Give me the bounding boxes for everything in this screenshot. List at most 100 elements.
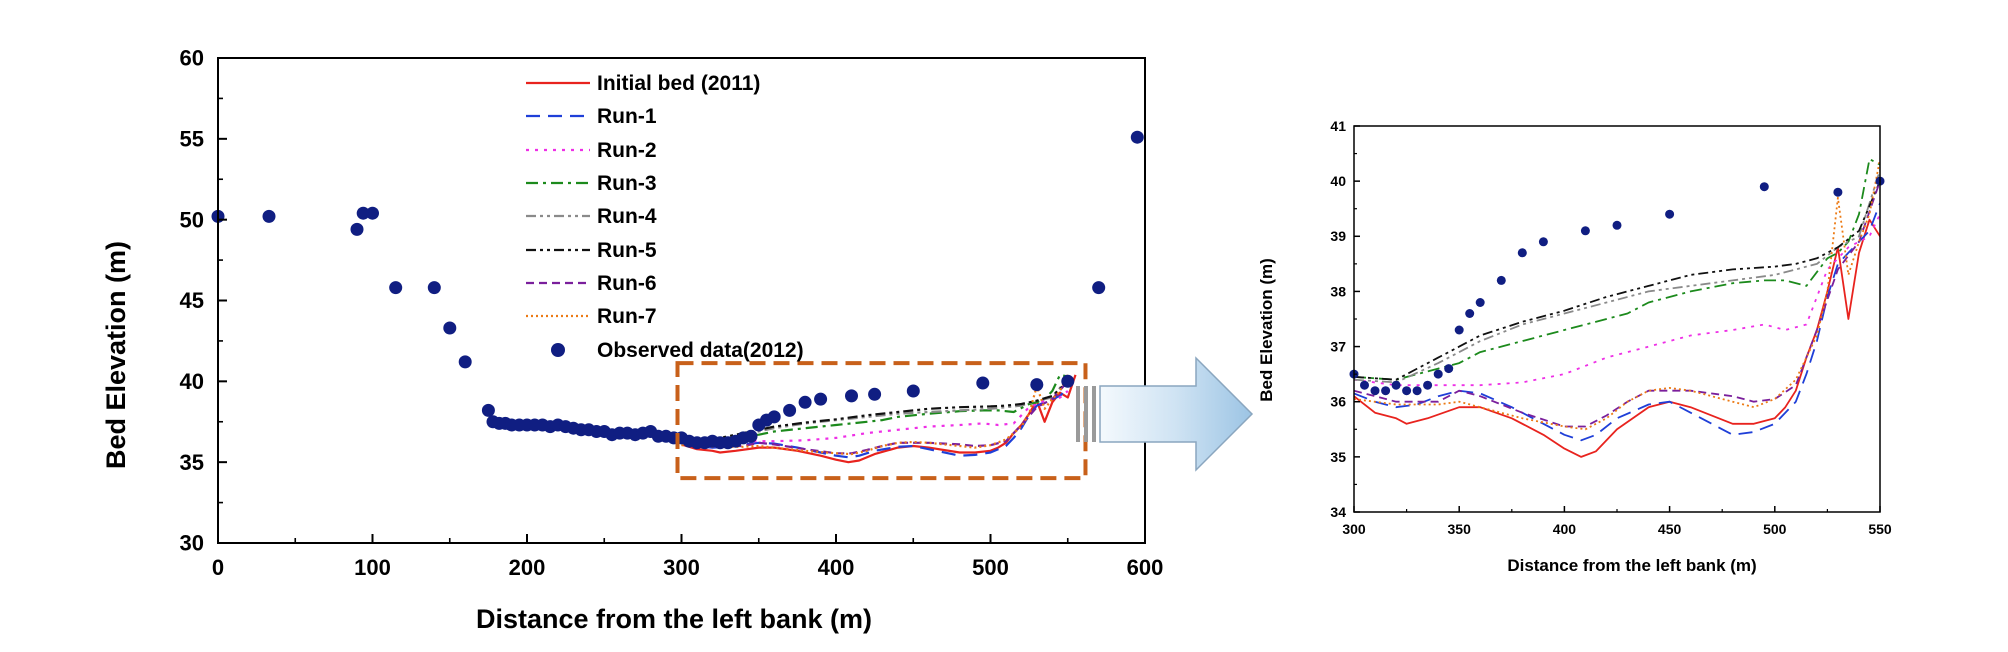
inset-series-run4 [1354,169,1880,384]
main-observed-point [798,395,812,409]
inset-observed-point [1496,275,1506,285]
main-observed-point [1030,378,1044,392]
legend-item-initial: Initial bed (2011) [526,72,760,95]
inset-series [1354,158,1880,458]
main-observed-point [906,384,920,398]
inset-y-tick-label: 37 [1330,338,1346,354]
inset-x-tick-label: 400 [1553,521,1577,537]
main-observed-points [211,130,1144,450]
inset-series-run7 [1354,158,1880,431]
main-observed-point [845,389,858,403]
legend-label-run3: Run-3 [597,172,657,195]
inset-series-run3 [1354,158,1880,381]
main-observed-point [481,403,495,417]
main-series-run1 [681,387,1069,459]
inset-series-run1 [1354,202,1880,442]
inset-observed-point [1517,248,1527,258]
legend-label-run2: Run-2 [597,139,657,162]
inset-observed-point [1665,209,1675,219]
inset-observed-point [1612,220,1622,230]
main-x-tick-label: 100 [354,555,391,580]
main-plot-frame [217,57,1146,544]
legend-label-run5: Run-5 [597,239,657,262]
inset-series-run2 [1354,213,1880,387]
legend-item-run5: Run-5 [526,239,657,262]
main-y-tick-label: 50 [180,207,204,232]
inset-x-tick-label: 550 [1868,521,1892,537]
inset-y-tick-label: 35 [1330,449,1346,465]
inset-series-run6 [1354,180,1880,428]
inset-chart: 300 350 400 450 500 550 34 35 36 37 38 39 40 41 Dista… [1257,118,1892,575]
inset-observed-point [1360,380,1369,390]
main-observed-point [356,206,370,220]
main-observed-point [1061,374,1075,388]
inset-x-tick-label: 300 [1342,521,1366,537]
main-observed-point [458,355,472,369]
inset-observed-points [1349,176,1885,396]
main-observed-point [443,321,457,335]
main-observed-point [389,281,403,295]
legend-item-run1: Run-1 [526,105,657,128]
inset-y-axis-label: Bed Elevation (m) [1257,258,1276,402]
legend-item-observed: Observed data(2012) [551,339,804,362]
main-series-run4 [681,377,1069,442]
main-x-tick-label: 400 [818,555,855,580]
main-series [681,373,1077,464]
legend: Initial bed (2011) Run-1 Run-2 Run-3 Run… [526,72,804,362]
main-observed-point [976,376,990,390]
zoom-arrow [1076,356,1254,472]
main-x-tick-label: 200 [509,555,546,580]
main-observed-point [1092,281,1106,295]
main-observed-point [350,222,364,236]
main-x-axis-label: Distance from the left bank (m) [476,604,872,634]
main-series-run3 [681,373,1069,441]
inset-observed-point [1475,298,1485,307]
legend-item-run4: Run-4 [526,205,657,228]
inset-observed-point [1759,182,1769,192]
inset-axes: 300 350 400 450 500 550 34 35 36 37 38 39 40 41 [1330,118,1891,537]
main-observed-point [783,403,797,417]
main-y-tick-label: 40 [180,369,204,394]
main-y-tick-label: 55 [180,127,204,152]
main-chart: 0 100 200 300 400 500 600 30 35 40 45 50 55 60 Distan… [101,46,1163,634]
legend-item-run2: Run-2 [526,139,657,162]
inset-y-tick-label: 39 [1330,228,1346,244]
inset-observed-point [1391,380,1401,390]
main-observed-point [1130,130,1144,144]
main-axes: 0 100 200 300 400 500 600 30 35 40 45 50 55 60 [180,46,1164,580]
main-observed-point [366,206,379,220]
inset-observed-point [1402,386,1412,396]
main-y-tick-label: 45 [180,288,204,313]
legend-item-run6: Run-6 [526,272,657,295]
inset-observed-point [1454,325,1464,335]
inset-y-tick-label: 41 [1330,118,1346,134]
inset-y-tick-label: 40 [1330,173,1346,189]
inset-x-tick-label: 450 [1658,521,1682,537]
inset-observed-point [1444,364,1454,374]
inset-observed-point [1433,369,1443,379]
main-observed-point [744,429,758,443]
legend-item-run7: Run-7 [526,305,657,328]
inset-observed-point [1370,386,1380,396]
legend-label-run7: Run-7 [597,305,657,328]
inset-observed-point [1580,226,1590,236]
inset-x-axis-label: Distance from the left bank (m) [1507,556,1756,575]
legend-label-initial: Initial bed (2011) [597,72,760,95]
main-x-tick-label: 300 [663,555,700,580]
legend-label-run6: Run-6 [597,272,657,295]
inset-plot-frame [1353,125,1881,513]
main-y-tick-label: 35 [180,450,204,475]
inset-x-tick-label: 350 [1448,521,1472,537]
main-series-run2 [681,390,1069,443]
legend-label-run4: Run-4 [597,205,657,228]
inset-y-tick-label: 36 [1330,394,1346,410]
inset-y-tick-label: 34 [1330,504,1346,520]
inset-observed-point [1538,237,1548,247]
main-observed-point [427,281,441,295]
main-observed-point [868,387,882,401]
main-series-run5 [681,380,1069,441]
inset-observed-point [1412,386,1422,396]
inset-observed-point [1381,386,1391,396]
main-y-axis-label: Bed Elevation (m) [101,241,131,469]
